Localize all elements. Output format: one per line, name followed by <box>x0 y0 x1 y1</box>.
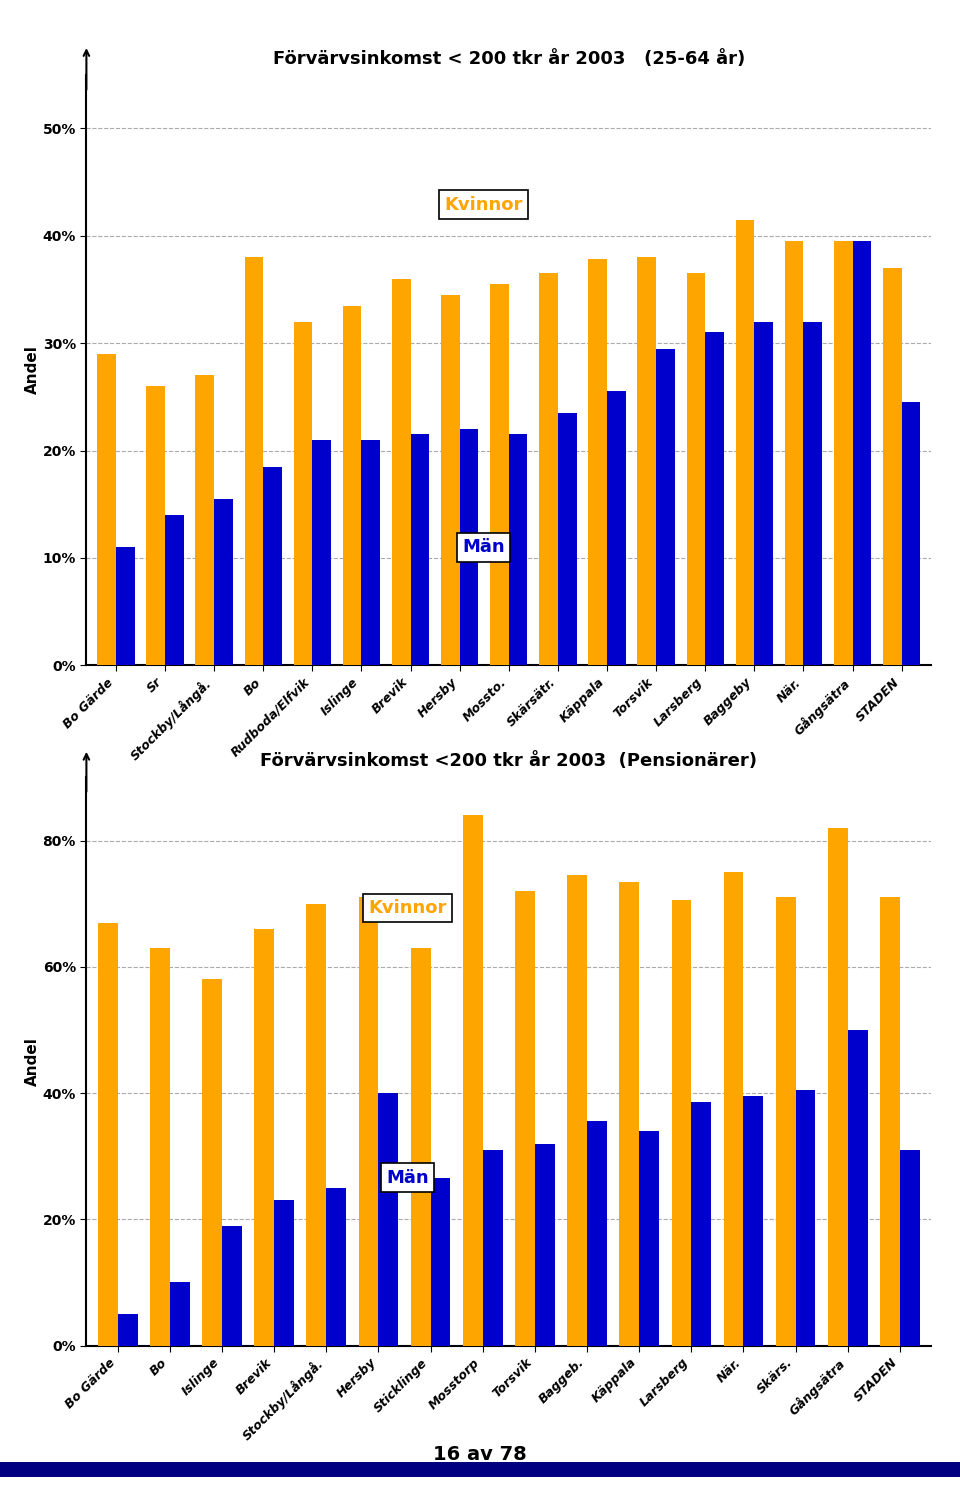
Bar <box>460 429 478 665</box>
Bar <box>326 1187 347 1346</box>
Text: Män: Män <box>462 538 505 556</box>
Bar <box>619 882 639 1346</box>
Bar <box>776 897 796 1346</box>
Bar <box>880 897 900 1346</box>
Text: 16 av 78: 16 av 78 <box>433 1446 527 1464</box>
Text: Kvinnor: Kvinnor <box>369 898 446 916</box>
Bar <box>97 354 116 665</box>
Bar <box>441 295 460 665</box>
Bar <box>359 897 378 1346</box>
Bar <box>567 875 587 1346</box>
Bar <box>558 413 577 665</box>
Bar <box>509 435 527 665</box>
Bar <box>735 220 755 665</box>
Bar <box>607 392 626 665</box>
Bar <box>343 305 362 665</box>
Y-axis label: Andel: Andel <box>25 345 39 395</box>
Bar <box>150 948 170 1346</box>
Bar <box>203 979 222 1346</box>
Bar <box>263 466 282 665</box>
Title: Förvärvsinkomst <200 tkr år 2003  (Pensionärer): Förvärvsinkomst <200 tkr år 2003 (Pensio… <box>260 752 757 770</box>
Bar <box>294 321 312 665</box>
Bar <box>306 903 326 1346</box>
Bar <box>901 402 921 665</box>
Bar <box>483 1150 502 1346</box>
Text: Män: Män <box>386 1169 429 1187</box>
Bar <box>535 1144 555 1346</box>
Bar <box>828 828 848 1346</box>
Bar <box>98 922 118 1346</box>
Bar <box>491 284 509 665</box>
Bar <box>671 900 691 1346</box>
Bar <box>463 815 483 1346</box>
Bar <box>852 241 872 665</box>
Bar <box>804 321 822 665</box>
Bar <box>900 1150 920 1346</box>
Bar <box>724 872 743 1346</box>
Title: Förvärvsinkomst < 200 tkr år 2003   (25-64 år): Förvärvsinkomst < 200 tkr år 2003 (25-64… <box>273 49 745 67</box>
Bar <box>196 375 214 665</box>
Bar <box>691 1102 711 1346</box>
Bar <box>411 948 431 1346</box>
Bar <box>516 891 535 1346</box>
Bar <box>275 1200 294 1346</box>
Bar <box>883 268 901 665</box>
Bar <box>743 1096 763 1346</box>
Bar <box>411 435 429 665</box>
Bar <box>362 440 380 665</box>
Bar <box>706 332 724 665</box>
Bar <box>146 386 165 665</box>
Bar <box>588 260 607 665</box>
Bar <box>431 1178 450 1346</box>
Bar <box>755 321 773 665</box>
Bar <box>312 440 331 665</box>
Bar <box>165 514 183 665</box>
Bar <box>796 1090 815 1346</box>
Bar <box>245 257 263 665</box>
Bar <box>378 1093 398 1346</box>
Bar <box>214 499 232 665</box>
Bar <box>222 1226 242 1346</box>
Bar <box>686 274 706 665</box>
Bar <box>834 241 852 665</box>
Bar <box>639 1130 659 1346</box>
Y-axis label: Andel: Andel <box>25 1038 39 1085</box>
Bar <box>656 348 675 665</box>
Bar <box>587 1121 607 1346</box>
Bar <box>392 278 411 665</box>
Bar <box>254 928 275 1346</box>
Bar <box>118 1314 137 1346</box>
Bar <box>540 274 558 665</box>
Text: Kvinnor: Kvinnor <box>444 196 522 214</box>
Bar <box>170 1283 190 1346</box>
Bar <box>116 547 134 665</box>
Bar <box>637 257 656 665</box>
Bar <box>785 241 804 665</box>
Bar <box>848 1030 868 1346</box>
